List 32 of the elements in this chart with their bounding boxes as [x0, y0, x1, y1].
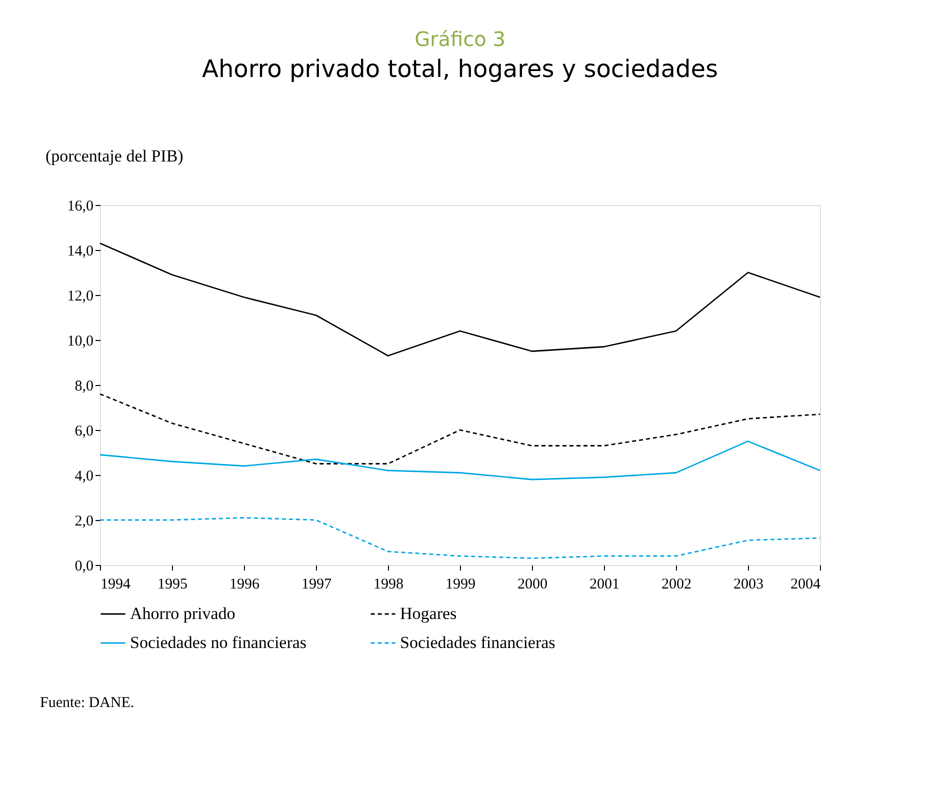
x-tick-label: 1998 [374, 576, 404, 592]
x-tick-label: 1995 [158, 576, 188, 592]
y-tick-label: 12,0 [67, 288, 94, 304]
y-tick-label: 10,0 [67, 334, 94, 350]
line-series [99, 440, 821, 480]
y-tick-label: 8,0 [74, 378, 94, 394]
chart-title: Gráfico 3 [414, 27, 506, 51]
y-tick-label: 2,0 [74, 514, 94, 530]
legend-label: Sociedades financieras [400, 633, 556, 652]
x-tick-label: 2003 [734, 576, 764, 592]
x-tick-label: 2002 [662, 576, 692, 592]
y-tick-label: 6,0 [74, 424, 94, 440]
legend-label: Ahorro privado [130, 604, 236, 623]
chart-subtitle: Ahorro privado total, hogares y sociedades [202, 55, 718, 83]
y-tick-label: 4,0 [74, 468, 94, 484]
x-tick-label: 1996 [230, 576, 260, 592]
y-tick-label: 0,0 [74, 558, 94, 574]
x-tick-label: 1997 [302, 576, 332, 592]
line-series [99, 242, 821, 356]
legend-label: Hogares [400, 604, 457, 623]
x-tick-label: 2000 [518, 576, 548, 592]
x-tick-label: 1999 [446, 576, 476, 592]
x-tick-label: 2001 [590, 576, 620, 592]
legend-label: Sociedades no financieras [130, 633, 307, 652]
x-tick-label: 1994 [100, 576, 131, 592]
source-note: Fuente: DANE. [40, 695, 134, 711]
y-tick-label: 14,0 [67, 244, 94, 260]
x-tick-label: 2004 [790, 576, 821, 592]
y-tick-label: 16,0 [67, 198, 94, 214]
line-series [99, 517, 821, 559]
line-series [99, 393, 821, 464]
y-axis-title: (porcentaje del PIB) [46, 146, 184, 166]
